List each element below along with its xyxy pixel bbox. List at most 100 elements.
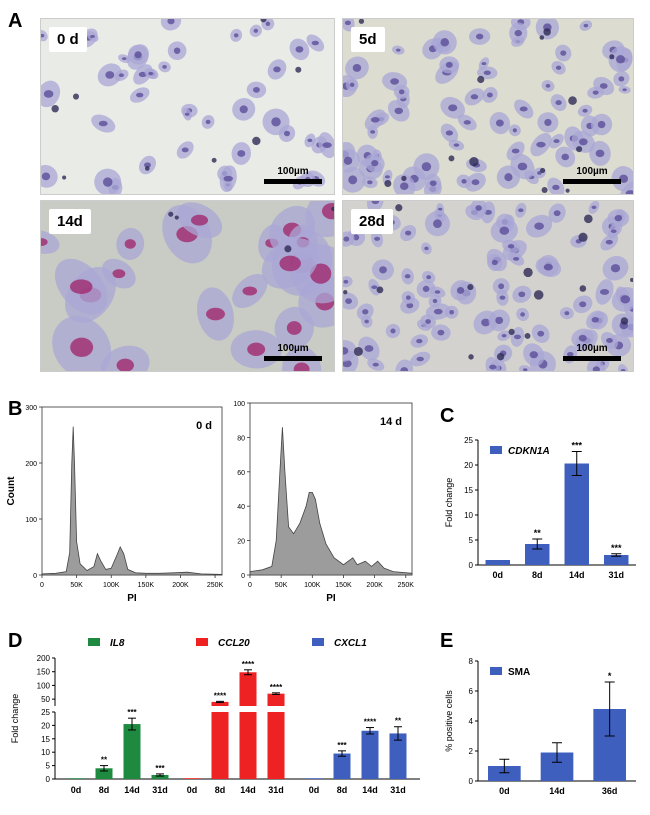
cell-nucleus: [483, 70, 491, 76]
cell-nucleus: [364, 319, 369, 324]
dark-cell: [467, 284, 474, 291]
cell-nucleus: [520, 312, 525, 317]
x-tick-label: 31d: [608, 570, 624, 580]
cell-nucleus: [433, 219, 442, 229]
legend-label: IL8: [110, 638, 125, 649]
cell-nucleus: [144, 162, 151, 168]
chart-e-sma: 0 2 4 6 8 % positive cells 0d 14d * 36d SMA: [444, 657, 636, 796]
cell-nucleus: [475, 33, 484, 40]
dark-cell: [145, 166, 150, 171]
dark-cell: [62, 175, 67, 180]
x-tick-label: 150K: [335, 582, 352, 589]
panel-d-letter: D: [8, 630, 23, 652]
cell-nucleus: [592, 366, 600, 371]
x-tick-label: 150K: [138, 582, 155, 589]
scale-bar: 100µm: [264, 343, 322, 361]
cell-nucleus: [583, 23, 589, 28]
cell-nucleus: [578, 138, 588, 146]
cell-nucleus: [489, 364, 497, 370]
cell-nucleus: [544, 118, 552, 127]
cell-nucleus: [440, 38, 450, 47]
cell-nucleus: [445, 130, 454, 136]
cell-nucleus: [514, 29, 522, 37]
legend-swatch: [88, 638, 100, 646]
dark-cell: [331, 206, 334, 212]
dark-cell: [168, 211, 174, 217]
cell-nucleus: [311, 40, 319, 46]
x-tick-label: 8d: [99, 785, 110, 795]
cell-nucleus: [352, 64, 362, 72]
cell-nucleus: [614, 215, 623, 222]
cell-nucleus: [398, 89, 405, 95]
x-tick-label: 0: [248, 582, 252, 589]
y-tick-label: 5: [46, 762, 51, 771]
chart-c-cdkn1a: 0 5 10 15 20 25 Fold change 0d ** 8d *** 14d *** 31d C…: [444, 436, 636, 580]
y-tick-label: 150: [37, 668, 51, 677]
cell-nucleus: [390, 328, 396, 334]
histogram-area: [41, 426, 223, 576]
cell-nucleus: [518, 291, 526, 298]
cell-nucleus: [322, 142, 332, 149]
cell-nucleus: [206, 307, 225, 321]
y-tick-label: 50: [41, 695, 50, 704]
cell-nucleus: [362, 309, 369, 315]
cell-nucleus: [512, 128, 517, 133]
cell-nucleus: [390, 78, 400, 85]
cell-nucleus: [102, 177, 113, 187]
micrograph-14d: 14d 100µm: [40, 200, 335, 372]
y-axis-label: Fold change: [10, 694, 20, 744]
y-tick-label: 25: [41, 708, 50, 717]
x-tick-label: 50K: [275, 582, 288, 589]
dark-cell: [496, 352, 505, 361]
x-tick-label: 36d: [602, 786, 618, 796]
cell-nucleus: [432, 298, 438, 304]
cell-nucleus: [124, 239, 136, 249]
cell-nucleus: [537, 330, 545, 337]
y-tick-label: 0: [469, 561, 474, 570]
dark-cell: [469, 156, 479, 167]
x-tick-label: 100K: [304, 582, 321, 589]
cell-nucleus: [307, 138, 313, 143]
dark-cell: [395, 204, 403, 212]
cell-nucleus: [616, 55, 626, 64]
x-tick-label: 0d: [71, 785, 82, 795]
bar: [183, 778, 201, 779]
micrograph-28d-image: [343, 201, 633, 371]
x-tick-label: 8d: [532, 570, 543, 580]
cell-nucleus: [295, 46, 304, 53]
cell-nucleus: [118, 73, 125, 78]
cell-nucleus: [184, 112, 190, 116]
x-tick-label: 0d: [309, 785, 320, 795]
cell-nucleus: [625, 190, 633, 194]
cell-nucleus: [425, 319, 431, 324]
cell-nucleus: [405, 230, 412, 236]
cell-nucleus: [344, 20, 351, 26]
y-tick-label: 60: [237, 470, 245, 477]
cell-nucleus: [223, 175, 233, 182]
cell-nucleus: [486, 92, 493, 98]
x-tick-label: 8d: [337, 785, 348, 795]
cell-nucleus: [162, 64, 167, 69]
cell-nucleus: [242, 286, 258, 296]
cell-nucleus: [41, 33, 45, 38]
flow-histogram-0d: 0 100 200 300 0 50K 100K 150K 200K 250K PI Count 0 d: [6, 405, 224, 604]
cell-nucleus: [591, 205, 597, 209]
cell-nucleus: [537, 171, 542, 175]
cell-nucleus: [370, 117, 380, 123]
legend-swatch: [490, 667, 502, 675]
dark-cell: [578, 232, 588, 242]
cell-nucleus: [445, 61, 453, 68]
y-tick-label: 100: [37, 681, 51, 690]
cell-nucleus: [69, 279, 93, 294]
cell-nucleus: [461, 179, 467, 184]
significance-mark: ***: [127, 708, 137, 717]
bar: [485, 560, 510, 565]
cell-nucleus: [463, 120, 471, 125]
micrograph-0d-image: [41, 19, 334, 194]
chart-d-cytokines: 50 100 150 200 0 5 10 15 20 25 Fold change IL8 0d ** 8…: [10, 638, 420, 795]
bar: [525, 544, 550, 565]
cell-nucleus: [448, 104, 458, 112]
x-axis-label: PI: [127, 593, 137, 604]
significance-mark: ****: [242, 660, 255, 669]
dark-cell: [468, 354, 474, 360]
